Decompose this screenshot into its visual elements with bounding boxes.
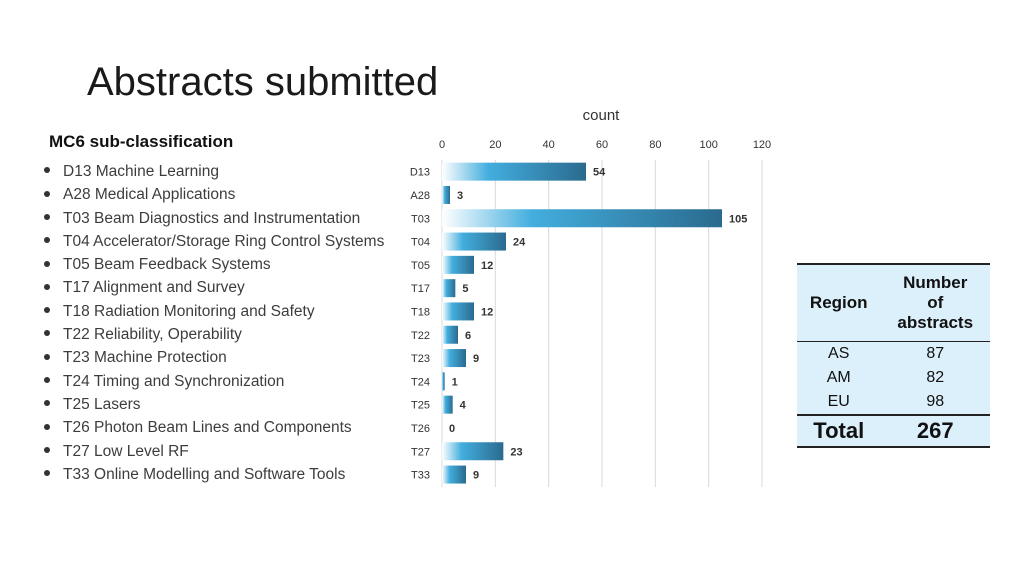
y-tick-label: T24	[411, 376, 430, 388]
bar	[442, 325, 458, 344]
bar	[442, 209, 722, 228]
y-tick-label: T05	[411, 260, 430, 272]
page-title: Abstracts submitted	[87, 60, 439, 104]
list-heading: MC6 sub-classification	[49, 132, 234, 151]
bar	[442, 185, 450, 204]
y-tick-label: T03	[411, 213, 430, 225]
list-item: A28 Medical Applications	[44, 183, 384, 206]
y-tick-label: T27	[411, 446, 430, 458]
bullet-icon	[44, 400, 50, 407]
x-tick-label: 80	[649, 139, 661, 151]
bar	[442, 232, 506, 251]
data-label: 12	[481, 306, 493, 318]
total-value: 267	[916, 418, 954, 443]
list-item: D13 Machine Learning	[44, 160, 384, 183]
region-header: Region	[809, 293, 868, 312]
data-label: 1	[452, 376, 458, 388]
list-item: T23 Machine Protection	[44, 346, 384, 369]
table-row: EU 98	[797, 390, 990, 415]
list-item: T03 Beam Diagnostics and Instrumentation	[44, 207, 384, 230]
x-tick-label: 40	[543, 139, 555, 151]
data-label: 12	[481, 260, 493, 272]
list-item: T24 Timing and Synchronization	[44, 370, 384, 393]
x-tick-label: 100	[699, 139, 717, 151]
list-item: T18 Radiation Monitoring and Safety	[44, 300, 384, 323]
data-label: 9	[473, 470, 479, 482]
data-label: 105	[729, 213, 747, 225]
data-label: 4	[460, 400, 467, 412]
list-item: T27 Low Level RF	[44, 440, 384, 463]
total-row: Total 267	[797, 415, 990, 447]
y-tick-label: T17	[411, 283, 430, 295]
table-row: AM 82	[797, 366, 990, 390]
data-label: 5	[462, 283, 468, 295]
bullet-icon	[44, 446, 50, 453]
region-cell: EU	[827, 393, 850, 410]
y-tick-label: D13	[410, 167, 430, 179]
data-label: 0	[449, 423, 455, 435]
y-tick-label: T26	[411, 423, 430, 435]
list-item: T25 Lasers	[44, 393, 384, 416]
x-tick-label: 0	[439, 139, 445, 151]
list-item: T22 Reliability, Operability	[44, 323, 384, 346]
x-tick-label: 120	[753, 139, 771, 151]
bullet-icon	[44, 283, 50, 290]
bar	[442, 442, 504, 461]
data-label: 3	[457, 190, 463, 202]
count-cell: 98	[926, 393, 945, 410]
bullet-icon	[44, 260, 50, 267]
y-tick-label: T23	[411, 353, 430, 365]
y-tick-label: T33	[411, 470, 430, 482]
y-tick-label: T25	[411, 400, 430, 412]
region-cell: AS	[828, 345, 850, 362]
bar	[442, 255, 474, 274]
bullet-icon	[44, 377, 50, 384]
count-header: Number of abstracts	[897, 273, 974, 332]
bar	[442, 349, 466, 368]
list-item: T26 Photon Beam Lines and Components	[44, 416, 384, 439]
bullet-icon	[44, 353, 50, 360]
bullet-icon	[44, 423, 50, 430]
y-tick-label: T18	[411, 306, 430, 318]
bar	[442, 395, 453, 414]
data-label: 23	[510, 446, 522, 458]
list-item: T04 Accelerator/Storage Ring Control Sys…	[44, 230, 384, 253]
count-cell: 87	[926, 345, 945, 362]
list-item: T05 Beam Feedback Systems	[44, 253, 384, 276]
y-tick-label: T22	[411, 330, 430, 342]
region-cell: AM	[826, 369, 851, 386]
bullet-icon	[44, 167, 50, 174]
x-tick-label: 20	[489, 139, 501, 151]
data-label: 6	[465, 330, 471, 342]
data-label: 54	[593, 167, 606, 179]
x-axis-label: count	[583, 107, 621, 124]
x-tick-label: 60	[596, 139, 608, 151]
bullet-icon	[44, 190, 50, 197]
y-tick-label: A28	[410, 190, 430, 202]
bullet-icon	[44, 470, 50, 477]
region-table: Region Number of abstracts AS 87 AM 82 E…	[797, 263, 990, 448]
total-label: Total	[813, 418, 865, 443]
bar	[442, 372, 445, 391]
bullet-icon	[44, 307, 50, 314]
y-tick-label: T04	[411, 237, 430, 249]
bar	[442, 279, 456, 298]
bullet-icon	[44, 237, 50, 244]
bullet-icon	[44, 330, 50, 337]
classification-list: D13 Machine Learning A28 Medical Applica…	[44, 160, 384, 486]
data-label: 9	[473, 353, 479, 365]
bar	[442, 302, 474, 321]
table-header-row: Region Number of abstracts	[797, 264, 990, 342]
count-cell: 82	[926, 369, 945, 386]
bar	[442, 162, 586, 181]
list-item: T33 Online Modelling and Software Tools	[44, 463, 384, 486]
bar	[442, 465, 466, 484]
list-item: T17 Alignment and Survey	[44, 276, 384, 299]
bullet-icon	[44, 214, 50, 220]
table-row: AS 87	[797, 342, 990, 367]
data-label: 24	[513, 237, 526, 249]
